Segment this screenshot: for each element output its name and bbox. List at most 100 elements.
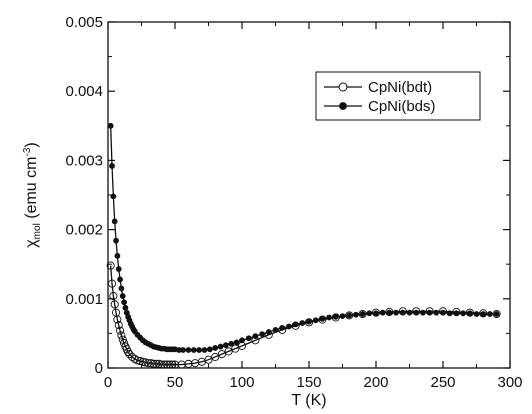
data-point bbox=[165, 360, 174, 369]
data-point bbox=[109, 291, 118, 301]
data-point bbox=[117, 276, 123, 283]
data-point bbox=[493, 311, 500, 317]
data-point bbox=[306, 318, 312, 325]
data-point bbox=[201, 347, 208, 353]
x-tick-label: 50 bbox=[167, 374, 184, 391]
data-point bbox=[326, 314, 332, 321]
data-point bbox=[379, 309, 386, 316]
x-tick-label: 300 bbox=[497, 374, 522, 391]
y-axis-title-subscript: mol bbox=[32, 223, 43, 239]
legend-marker-bdt bbox=[338, 82, 348, 92]
data-point bbox=[346, 312, 353, 319]
data-point bbox=[299, 320, 306, 326]
x-tick-label: 0 bbox=[104, 374, 112, 391]
data-point bbox=[204, 355, 213, 364]
data-point bbox=[170, 360, 180, 369]
data-point bbox=[373, 310, 379, 317]
data-point bbox=[119, 293, 126, 299]
data-point bbox=[118, 335, 127, 344]
data-point bbox=[465, 308, 474, 317]
data-point bbox=[157, 360, 166, 369]
data-point bbox=[279, 324, 286, 331]
data-point bbox=[223, 342, 229, 349]
data-point bbox=[180, 347, 186, 353]
x-tick-labels: 0 50 100 150 200 250 300 bbox=[104, 374, 523, 391]
data-point bbox=[312, 317, 319, 324]
data-point bbox=[160, 360, 169, 369]
data-point bbox=[339, 313, 346, 319]
data-point bbox=[118, 285, 125, 292]
data-point bbox=[113, 315, 122, 324]
data-point bbox=[110, 193, 117, 200]
series-cpni-bdt- bbox=[106, 261, 501, 369]
data-point bbox=[453, 310, 460, 317]
data-point bbox=[152, 359, 161, 368]
data-point bbox=[217, 350, 226, 359]
legend-label-bdt: CpNi(bdt) bbox=[368, 79, 432, 96]
data-point bbox=[117, 331, 126, 340]
data-point bbox=[206, 346, 213, 353]
data-point bbox=[319, 315, 326, 322]
data-point bbox=[486, 311, 493, 317]
data-point bbox=[285, 323, 292, 330]
data-point bbox=[413, 309, 420, 316]
data-point bbox=[259, 331, 265, 337]
fit-line bbox=[110, 125, 497, 351]
data-point bbox=[184, 359, 193, 368]
data-point bbox=[233, 339, 240, 346]
data-point bbox=[252, 333, 259, 340]
legend-label-bds: CpNi(bds) bbox=[368, 98, 436, 115]
data-point bbox=[406, 309, 413, 316]
data-point bbox=[110, 300, 119, 309]
data-point bbox=[292, 321, 299, 328]
data-point bbox=[149, 359, 158, 368]
data-point bbox=[352, 311, 359, 318]
y-tick-label: 0.001 bbox=[65, 291, 103, 308]
data-point bbox=[114, 252, 121, 259]
data-point bbox=[115, 266, 122, 272]
data-point bbox=[190, 347, 197, 353]
data-point bbox=[473, 311, 480, 317]
series-layer bbox=[106, 122, 501, 369]
data-point bbox=[224, 347, 233, 356]
data-point bbox=[107, 279, 117, 288]
data-point bbox=[446, 310, 453, 317]
data-point bbox=[332, 313, 339, 320]
data-point bbox=[426, 309, 433, 316]
data-point bbox=[217, 343, 224, 350]
y-axis-title-units: (emu cm bbox=[23, 157, 40, 224]
legend-marker-bds bbox=[339, 102, 347, 110]
y-tick-labels: 0 0.001 0.002 0.003 0.004 0.005 bbox=[65, 14, 103, 377]
data-point bbox=[177, 360, 186, 369]
data-point bbox=[385, 307, 394, 317]
data-point bbox=[114, 321, 123, 330]
data-point bbox=[393, 309, 399, 316]
x-tick-label: 150 bbox=[296, 374, 321, 391]
data-point bbox=[466, 310, 473, 317]
y-axis-title-superscript: -3 bbox=[22, 147, 33, 156]
y-tick-label: 0.005 bbox=[65, 14, 103, 31]
y-axis-title-close: ) bbox=[23, 142, 40, 147]
data-point bbox=[245, 335, 252, 342]
data-point bbox=[399, 309, 406, 316]
data-point bbox=[185, 347, 192, 353]
legend-box bbox=[315, 71, 481, 121]
data-point bbox=[212, 345, 219, 351]
data-point bbox=[272, 327, 279, 333]
data-point bbox=[460, 310, 466, 317]
data-point bbox=[386, 309, 393, 316]
x-tick-label: 250 bbox=[430, 374, 455, 391]
data-point bbox=[366, 310, 373, 317]
data-point bbox=[106, 261, 115, 270]
data-point bbox=[480, 311, 487, 317]
data-point bbox=[228, 340, 235, 347]
y-tick-label: 0 bbox=[95, 360, 103, 377]
data-point bbox=[479, 309, 488, 318]
data-point bbox=[113, 237, 119, 244]
data-point bbox=[419, 309, 426, 316]
data-point bbox=[168, 360, 177, 369]
data-point bbox=[107, 122, 114, 129]
x-axis-title: T (K) bbox=[291, 392, 326, 409]
data-point bbox=[116, 326, 125, 335]
data-point bbox=[433, 309, 440, 316]
